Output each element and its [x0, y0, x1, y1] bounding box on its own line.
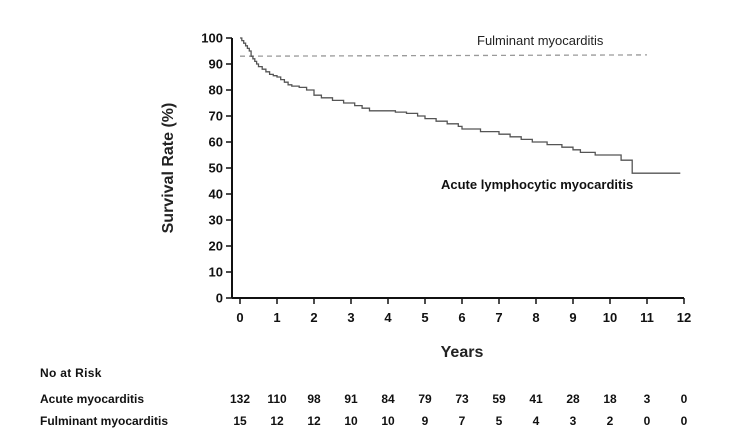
y-tick-label: 100 [201, 31, 223, 46]
risk-value: 4 [532, 414, 540, 428]
acute-series-label: Acute lymphocytic myocarditis [441, 177, 633, 192]
risk-value: 15 [233, 414, 247, 428]
risk-value: 0 [680, 392, 688, 406]
risk-value: 12 [270, 414, 284, 428]
risk-value: 7 [458, 414, 466, 428]
risk-value: 110 [267, 392, 287, 406]
risk-value: 0 [680, 414, 688, 428]
y-tick-label: 20 [209, 239, 223, 254]
risk-value: 10 [381, 414, 395, 428]
risk-value: 98 [307, 392, 321, 406]
y-tick-label: 90 [209, 57, 223, 72]
x-axis-ticks: 0 1 2 3 4 5 6 7 8 9 10 11 12 [236, 298, 691, 325]
risk-value: 59 [492, 392, 506, 406]
x-tick-label: 7 [495, 310, 502, 325]
y-tick-label: 70 [209, 109, 223, 124]
x-tick-label: 2 [310, 310, 317, 325]
risk-value: 3 [643, 392, 651, 406]
risk-value: 28 [566, 392, 580, 406]
x-tick-label: 11 [640, 310, 654, 325]
fulminant-series-label: Fulminant myocarditis [477, 33, 604, 48]
risk-value: 41 [529, 392, 543, 406]
y-tick-label: 50 [209, 161, 223, 176]
y-tick-label: 0 [216, 291, 223, 306]
y-tick-label: 10 [209, 265, 223, 280]
y-axis-ticks: 0 10 20 30 40 50 60 70 80 90 100 [201, 31, 232, 306]
risk-value: 12 [307, 414, 321, 428]
y-tick-label: 80 [209, 83, 223, 98]
risk-row-name: Acute myocarditis [40, 392, 145, 406]
x-tick-label: 9 [569, 310, 576, 325]
x-tick-label: 8 [532, 310, 539, 325]
risk-table-heading: No at Risk [40, 366, 102, 380]
x-tick-label: 12 [677, 310, 691, 325]
risk-value: 2 [606, 414, 614, 428]
y-tick-label: 40 [209, 187, 223, 202]
y-axis-title: Survival Rate (%) [160, 103, 177, 234]
risk-row-name: Fulminant myocarditis [40, 414, 169, 428]
fulminant-series-line [240, 54, 648, 57]
risk-value: 3 [569, 414, 577, 428]
risk-value: 5 [495, 414, 503, 428]
x-tick-label: 0 [236, 310, 243, 325]
series-layer [240, 37, 681, 174]
x-tick-label: 6 [458, 310, 465, 325]
risk-value: 18 [603, 392, 617, 406]
y-tick-label: 60 [209, 135, 223, 150]
risk-value: 73 [455, 392, 469, 406]
risk-value: 84 [381, 392, 395, 406]
acute-series-line [240, 37, 681, 174]
x-tick-label: 1 [273, 310, 280, 325]
x-tick-label: 10 [603, 310, 617, 325]
x-axis-title: Years [441, 344, 484, 360]
risk-value: 0 [643, 414, 651, 428]
x-tick-label: 4 [384, 310, 392, 325]
risk-value: 79 [418, 392, 432, 406]
y-tick-label: 30 [209, 213, 223, 228]
x-tick-label: 5 [421, 310, 428, 325]
x-tick-label: 3 [347, 310, 354, 325]
risk-value: 132 [229, 392, 251, 406]
risk-value: 10 [344, 414, 358, 428]
risk-value: 91 [344, 392, 358, 406]
risk-value: 9 [421, 414, 429, 428]
